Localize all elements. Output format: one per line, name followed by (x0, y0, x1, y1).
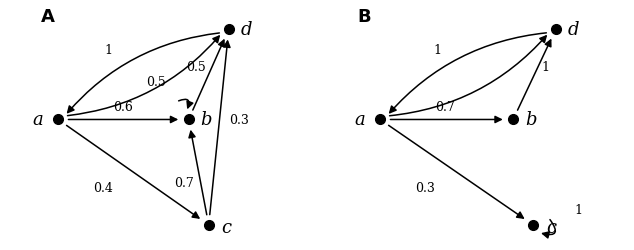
FancyArrowPatch shape (543, 220, 555, 238)
Text: b: b (200, 111, 212, 129)
Text: 1: 1 (105, 44, 112, 57)
FancyArrowPatch shape (68, 117, 177, 123)
Text: 1: 1 (574, 204, 583, 216)
Text: 0.7: 0.7 (436, 101, 455, 114)
FancyArrowPatch shape (391, 117, 501, 123)
Text: a: a (32, 111, 43, 129)
FancyArrowPatch shape (389, 126, 523, 218)
Text: d: d (567, 21, 579, 39)
Text: 0.4: 0.4 (93, 181, 113, 194)
FancyArrowPatch shape (210, 42, 230, 215)
Text: 0.3: 0.3 (415, 181, 435, 194)
Text: 0.6: 0.6 (113, 101, 133, 114)
FancyArrowPatch shape (67, 126, 199, 218)
Text: c: c (546, 218, 556, 236)
Text: 0.5: 0.5 (146, 76, 166, 89)
FancyArrowPatch shape (517, 41, 551, 111)
Text: d: d (240, 21, 252, 39)
FancyArrowPatch shape (189, 132, 207, 215)
FancyArrowPatch shape (67, 37, 219, 116)
Text: 0.5: 0.5 (186, 61, 206, 74)
Text: a: a (354, 111, 365, 129)
Text: 0.3: 0.3 (229, 114, 249, 126)
Text: 0.7: 0.7 (174, 176, 193, 189)
FancyArrowPatch shape (193, 41, 224, 110)
Text: 1: 1 (542, 61, 550, 74)
Text: c: c (221, 218, 231, 236)
Text: 1: 1 (434, 44, 442, 57)
Text: A: A (41, 8, 55, 26)
FancyArrowPatch shape (390, 34, 547, 113)
FancyArrowPatch shape (179, 100, 193, 108)
FancyArrowPatch shape (389, 37, 546, 116)
Text: b: b (525, 111, 536, 129)
Text: B: B (358, 8, 371, 26)
FancyArrowPatch shape (68, 34, 219, 113)
